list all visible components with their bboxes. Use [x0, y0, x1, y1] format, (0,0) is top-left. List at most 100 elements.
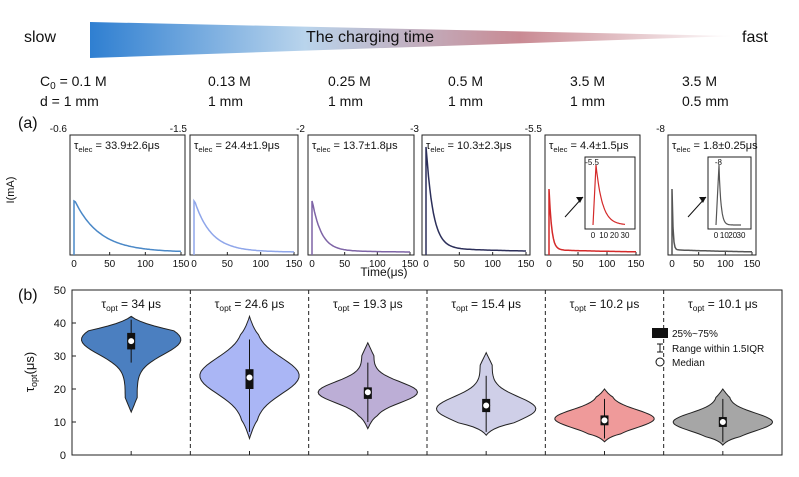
axis-y-label-tau-opt: τopt(μs) [22, 352, 39, 392]
median-marker [127, 337, 136, 346]
inset-curve [592, 164, 626, 226]
inset-y-label: -5.5 [585, 158, 599, 167]
condition-thickness: 0.5 mm [682, 93, 729, 109]
condition-concentration: 3.5 M [570, 73, 605, 89]
x-tick-label: 0 [423, 259, 429, 270]
panel-b-label: (b) [18, 287, 38, 304]
violin-group: τopt = 15.4 μs [426, 290, 537, 455]
subplot-frame [421, 134, 531, 256]
condition-concentration: 0.13 M [208, 73, 251, 89]
inset-frame [707, 156, 752, 230]
x-tick-label: 0 [669, 259, 675, 270]
condition-thickness: 1 mm [208, 93, 243, 109]
condition-thickness: 1 mm [448, 93, 483, 109]
fast-label: fast [742, 29, 768, 46]
tau-elec-annotation: τelec = 10.3±2.3μs [426, 140, 512, 154]
inset-y-label: -8 [715, 158, 723, 167]
slow-label: slow [24, 29, 56, 46]
current-decay-curve [425, 146, 526, 255]
tau-opt-title: τopt = 15.4 μs [451, 297, 521, 313]
inset-x-tick-label: 20 [610, 231, 619, 240]
axis-y-label-current: I(mA) [5, 177, 17, 204]
gradient-title: The charging time [306, 29, 434, 46]
violin-panel: 0 10 20 30 40 50 τopt(μs) τopt = 34 μs τopt = 24… [22, 285, 783, 462]
condition-concentration: 0.5 M [448, 73, 483, 89]
current-subplot: -1.5 0 50 100 150 τelec = 24.4±1.9μs [170, 124, 303, 270]
x-tick-label: 50 [572, 259, 584, 270]
legend-median-label: Median [672, 358, 705, 369]
condition-thickness: 1 mm [328, 93, 363, 109]
current-subplot: -0.6 0 50 100 150 τelec = 33.9±2.6μs [50, 124, 190, 270]
x-tick-label: 150 [286, 259, 303, 270]
tau-elec-annotation: τelec = 24.4±1.9μs [194, 140, 280, 154]
condition-concentration: 0.25 M [328, 73, 371, 89]
inset-curve [715, 164, 741, 226]
x-tick-label: 50 [222, 259, 234, 270]
subplot-frame [69, 134, 186, 256]
median-marker [482, 401, 491, 410]
legend-whisker-label: Range within 1.5IQR [672, 344, 764, 355]
subplot-frame [307, 134, 415, 256]
tau-opt-title: τopt = 34 μs [101, 297, 161, 313]
x-tick-label: 100 [137, 259, 154, 270]
tau-elec-annotation: τelec = 13.7±1.8μs [312, 140, 398, 154]
x-tick-label: 0 [546, 259, 552, 270]
x-tick-label: 0 [309, 259, 315, 270]
legend-median-swatch [655, 357, 665, 367]
violin-group: τopt = 19.3 μs [308, 290, 419, 455]
inset-x-tick-label: 10 [599, 231, 608, 240]
y-tick-label: 40 [54, 318, 66, 330]
y-tick-label: 10 [54, 417, 66, 429]
subplot-frame [667, 134, 757, 256]
x-tick-label: 50 [693, 259, 705, 270]
x-tick-label: 0 [191, 259, 197, 270]
condition-concentration: C0 = 0.1 M [40, 73, 107, 92]
tau-elec-annotation: τelec = 1.8±0.25μs [672, 140, 758, 154]
x-tick-label: 150 [173, 259, 190, 270]
condition-concentration: 3.5 M [682, 73, 717, 89]
tau-elec-annotation: τelec = 4.4±1.5μs [549, 140, 629, 154]
y-tick-label: 50 [54, 285, 66, 297]
y-limit-label: -2 [296, 124, 305, 135]
median-marker [718, 418, 727, 426]
x-tick-label: 100 [484, 259, 501, 270]
inset-x-tick-label: 30 [737, 231, 746, 240]
x-tick-label: 50 [454, 259, 466, 270]
x-tick-label: 50 [339, 259, 351, 270]
x-tick-label: 150 [518, 259, 535, 270]
median-marker [363, 388, 372, 397]
x-tick-label: 150 [744, 259, 761, 270]
subplot-frame [189, 134, 299, 256]
violin-group: τopt = 24.6 μs [189, 290, 300, 455]
current-decay-curve [671, 188, 752, 255]
current-subplot: -3 0 50 100 150 τelec = 10.3±2.3μs [410, 124, 535, 270]
inset-arrow-head [576, 197, 583, 203]
x-tick-label: 100 [369, 259, 386, 270]
inset-x-tick-label: 10 [720, 231, 729, 240]
current-decay-curve [73, 199, 182, 255]
y-tick-label: 20 [54, 384, 66, 396]
current-decay-curve [548, 188, 636, 255]
inset-x-tick-label: 20 [728, 231, 737, 240]
median-marker [600, 416, 609, 425]
condition-thickness: 1 mm [570, 93, 605, 109]
violin-group: τopt = 10.2 μs [544, 290, 655, 455]
subplot-frame [544, 134, 641, 256]
y-limit-label: -1.5 [170, 124, 188, 135]
violin-legend: 25%~75% Range within 1.5IQR Median [652, 328, 764, 369]
tau-opt-title: τopt = 19.3 μs [333, 297, 403, 313]
median-marker [245, 373, 254, 382]
axis-x-label-time: Time(μs) [360, 265, 407, 279]
conditions-row: C0 = 0.1 Md = 1 mm 0.13 M 1 mm 0.25 M 1 mm 0.… [40, 73, 729, 109]
y-tick-label: 0 [60, 450, 66, 462]
violin-body [80, 315, 182, 414]
charging-time-gradient [90, 22, 735, 58]
tau-opt-title: τopt = 24.6 μs [215, 297, 285, 313]
x-tick-label: 150 [402, 259, 419, 270]
y-limit-label: -0.6 [50, 124, 68, 135]
y-limit-label: -3 [410, 124, 419, 135]
x-tick-label: 100 [252, 259, 269, 270]
inset-x-tick-label: 0 [591, 231, 596, 240]
tau-elec-annotation: τelec = 33.9±2.6μs [74, 140, 160, 154]
